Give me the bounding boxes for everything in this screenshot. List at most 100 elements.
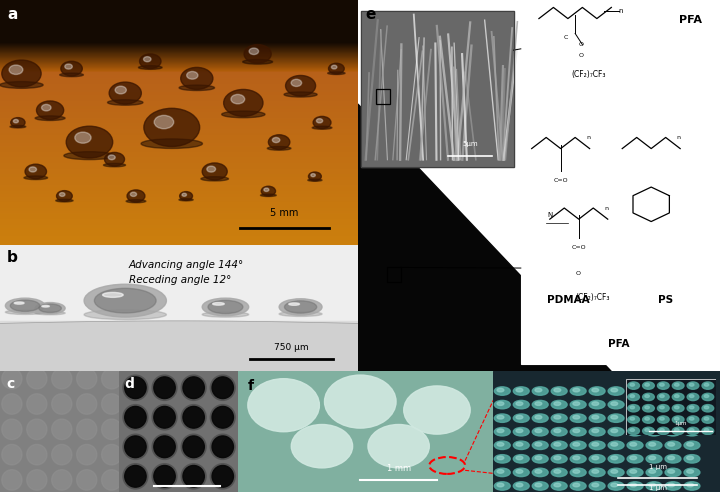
Circle shape — [261, 186, 276, 196]
Text: 5μm: 5μm — [462, 141, 478, 147]
Circle shape — [687, 483, 693, 487]
Circle shape — [152, 463, 177, 489]
Circle shape — [649, 470, 656, 473]
Text: e: e — [365, 7, 375, 23]
Circle shape — [532, 441, 548, 450]
Circle shape — [627, 455, 643, 463]
Circle shape — [646, 387, 662, 395]
Text: N: N — [547, 212, 552, 218]
Ellipse shape — [126, 200, 146, 203]
Circle shape — [497, 442, 504, 446]
Circle shape — [212, 406, 233, 428]
Circle shape — [627, 482, 643, 490]
Circle shape — [181, 463, 206, 489]
Text: (CF₂)₇CF₃: (CF₂)₇CF₃ — [572, 70, 606, 79]
Ellipse shape — [14, 302, 24, 304]
Circle shape — [183, 465, 204, 487]
Circle shape — [179, 191, 192, 200]
Circle shape — [516, 483, 523, 487]
Circle shape — [684, 441, 700, 450]
Circle shape — [611, 470, 618, 473]
Circle shape — [667, 483, 675, 487]
Circle shape — [264, 188, 269, 191]
Circle shape — [665, 468, 681, 477]
Circle shape — [687, 456, 693, 460]
Circle shape — [316, 119, 323, 123]
Text: O: O — [579, 53, 584, 58]
Circle shape — [552, 428, 567, 436]
Circle shape — [144, 108, 199, 147]
Circle shape — [608, 455, 624, 463]
Circle shape — [154, 377, 175, 399]
Circle shape — [202, 163, 228, 180]
Circle shape — [76, 444, 96, 465]
Circle shape — [672, 393, 684, 400]
Circle shape — [630, 429, 636, 432]
Ellipse shape — [103, 292, 123, 297]
Circle shape — [704, 383, 708, 386]
Bar — [361, 11, 513, 167]
Circle shape — [643, 404, 654, 412]
Circle shape — [589, 482, 605, 490]
Ellipse shape — [279, 299, 322, 315]
Circle shape — [532, 468, 548, 477]
Circle shape — [495, 414, 510, 423]
Bar — [361, 11, 513, 167]
Circle shape — [643, 427, 654, 434]
Text: b: b — [7, 250, 18, 265]
Circle shape — [649, 429, 656, 432]
Circle shape — [660, 429, 665, 431]
Circle shape — [608, 414, 624, 423]
Ellipse shape — [55, 199, 73, 202]
Ellipse shape — [35, 311, 65, 315]
Circle shape — [608, 441, 624, 450]
Circle shape — [130, 192, 137, 196]
Circle shape — [183, 436, 204, 458]
Text: f: f — [248, 379, 254, 393]
Circle shape — [27, 394, 47, 414]
Circle shape — [102, 394, 122, 414]
Circle shape — [611, 402, 618, 405]
Circle shape — [660, 383, 665, 386]
Circle shape — [249, 48, 258, 55]
Ellipse shape — [261, 194, 276, 196]
Circle shape — [687, 415, 693, 419]
Circle shape — [630, 406, 634, 409]
Circle shape — [608, 482, 624, 490]
Ellipse shape — [10, 125, 26, 128]
Text: PFA: PFA — [608, 339, 629, 349]
Circle shape — [535, 429, 541, 432]
Circle shape — [224, 90, 263, 117]
Circle shape — [667, 470, 675, 473]
Circle shape — [672, 427, 684, 434]
Circle shape — [645, 383, 649, 386]
Circle shape — [554, 442, 561, 446]
Circle shape — [684, 482, 700, 490]
Circle shape — [52, 444, 72, 465]
Circle shape — [57, 190, 72, 201]
Circle shape — [331, 65, 337, 69]
Circle shape — [646, 455, 662, 463]
Circle shape — [570, 414, 586, 423]
Circle shape — [592, 402, 599, 405]
Ellipse shape — [284, 92, 317, 97]
Circle shape — [667, 442, 675, 446]
Ellipse shape — [289, 303, 300, 306]
Circle shape — [687, 416, 699, 423]
Circle shape — [665, 414, 681, 423]
Circle shape — [552, 400, 567, 409]
Circle shape — [646, 482, 662, 490]
Circle shape — [660, 417, 665, 420]
Circle shape — [611, 442, 618, 446]
Circle shape — [684, 455, 700, 463]
Circle shape — [272, 137, 280, 143]
Circle shape — [702, 393, 714, 400]
Circle shape — [704, 429, 708, 431]
Circle shape — [123, 375, 148, 400]
Circle shape — [675, 429, 679, 431]
Ellipse shape — [10, 300, 40, 311]
Circle shape — [212, 377, 233, 399]
Circle shape — [60, 61, 82, 76]
Circle shape — [212, 436, 233, 458]
Circle shape — [589, 414, 605, 423]
